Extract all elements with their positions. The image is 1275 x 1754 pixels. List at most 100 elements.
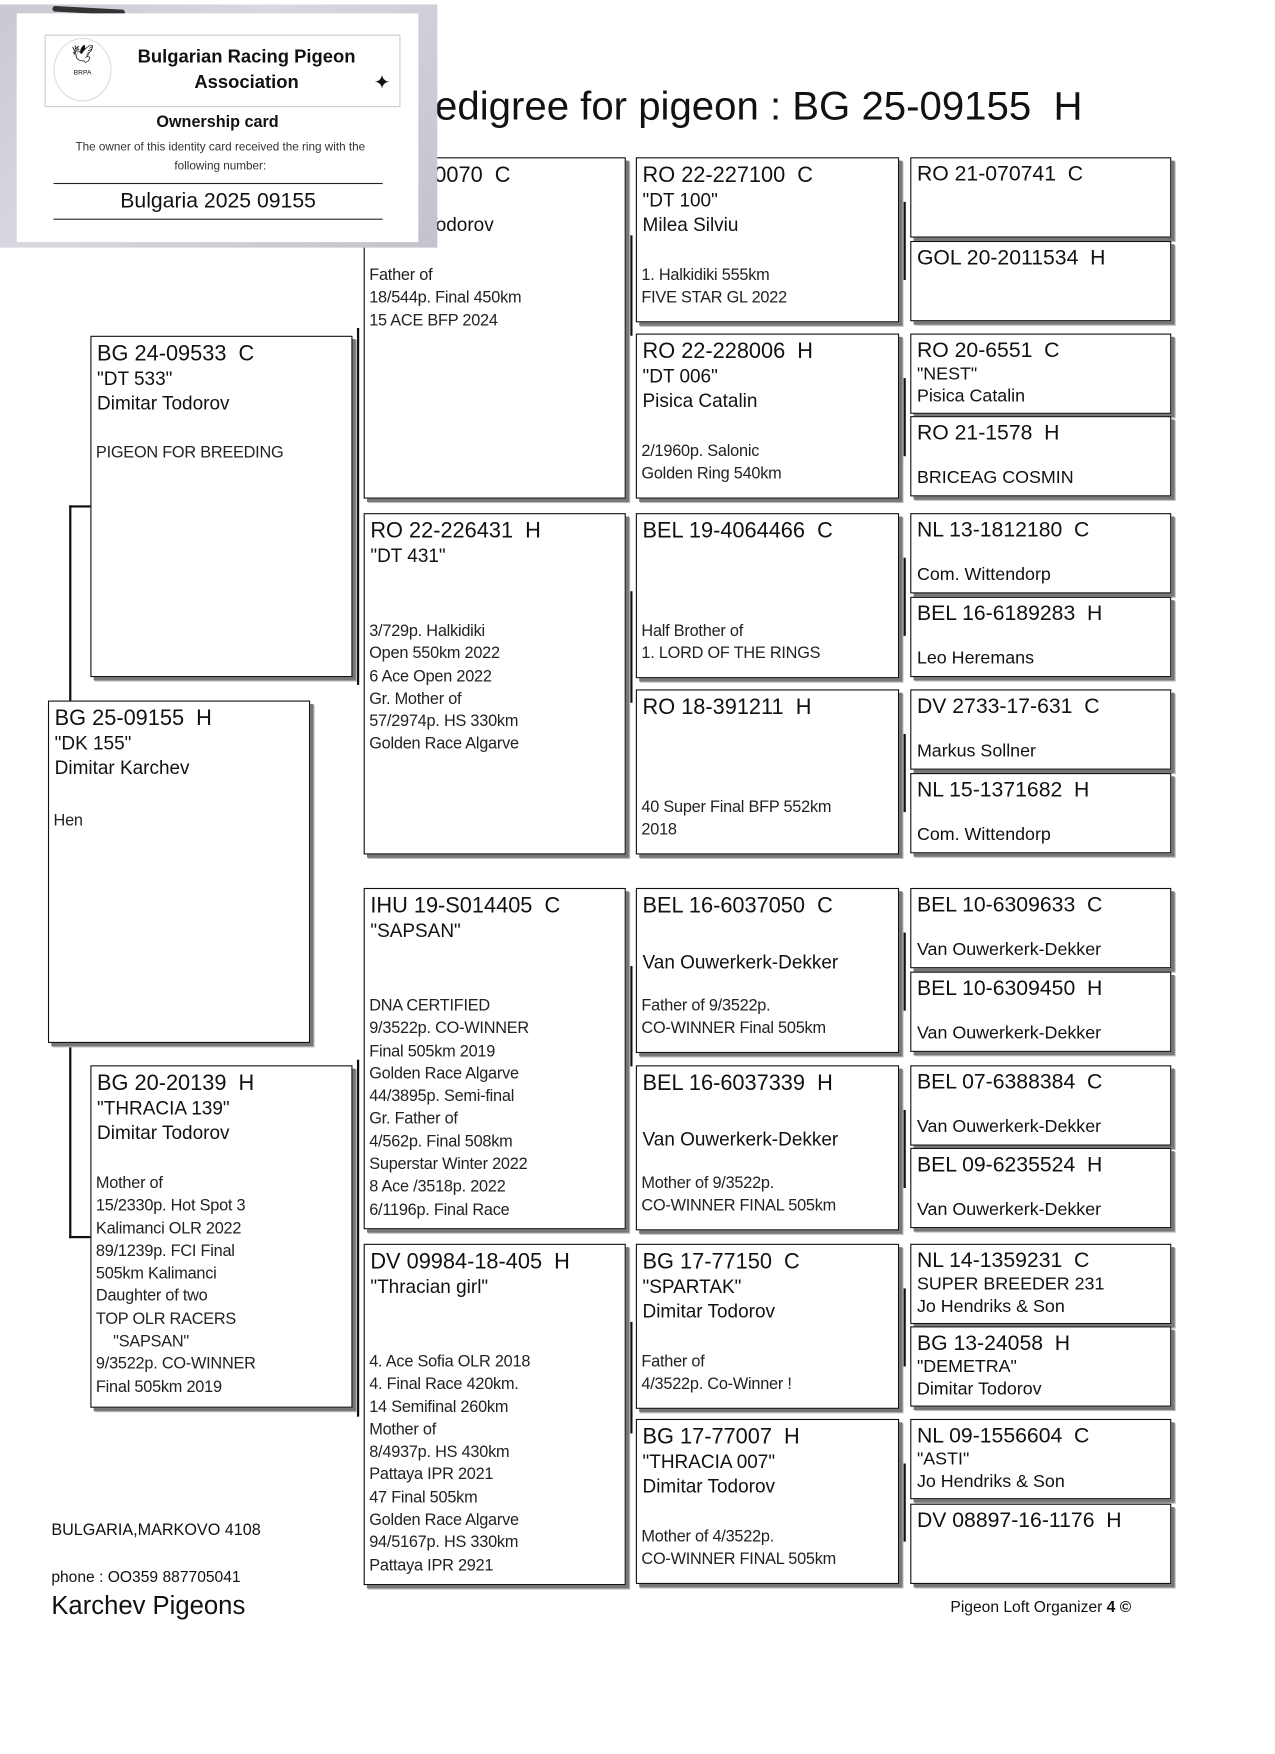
note-line: PIGEON FOR BREEDING	[95, 443, 284, 462]
note-line: 9/3522p. CO-WINNER	[369, 1019, 529, 1038]
connector-line	[903, 932, 906, 1011]
ring-number: RO 21-1578 H	[916, 421, 1060, 446]
pigeon-box-gen5: GOL 20-2011534 H	[910, 240, 1172, 322]
ring-number: DV 09984-18-405 H	[370, 1249, 570, 1274]
note-line: Golden Race Algarve	[369, 735, 519, 754]
note-line: Mother of 9/3522p.	[641, 1174, 775, 1193]
ring-number: RO 22-226431 H	[370, 518, 541, 544]
connector-line	[630, 591, 633, 703]
pigeon-box-gen4: BG 17-77007 H "THRACIA 007" Dimitar Todoro…	[635, 1418, 900, 1585]
note-line: Final 505km 2019	[95, 1378, 222, 1397]
page-title: Pedigree for pigeon : BG 25-09155 H	[408, 82, 1083, 129]
box-header: IHU 19-S014405 C "SAPSAN"	[370, 894, 621, 944]
ring-number: BG 24-09533 C	[97, 341, 255, 366]
owner-name: Van Ouwerkerk-Dekker	[916, 940, 1102, 960]
box-header: BG 20-20139 H "THRACIA 139" Dimitar Todoro…	[97, 1071, 348, 1146]
pigeon-box-gen5: DV 08897-16-1176 H	[910, 1503, 1172, 1585]
owner-name: Van Ouwerkerk-Dekker	[642, 951, 839, 973]
software-name: Pigeon Loft Organizer	[950, 1597, 1103, 1616]
connector-line	[69, 1235, 92, 1238]
owner-name: Com. Wittendorp	[916, 565, 1051, 585]
achievements: 2/1960p. Salonic Golden Ring 540km	[641, 441, 895, 486]
achievements: PIGEON FOR BREEDING	[96, 442, 349, 465]
pigeon-box-gen5: DV 2733-17-631 C Markus Sollner	[910, 689, 1172, 770]
ring-number: BG 20-20139 H	[97, 1070, 255, 1096]
note-line: 3/729p. Halkidiki	[369, 622, 485, 641]
connector-line	[903, 378, 906, 457]
box-header: BEL 10-6309450 H	[917, 977, 1167, 1002]
achievements: 4. Ace Sofia OLR 2018 4. Final Race 420km…	[369, 1351, 622, 1577]
ring-number: BEL 09-6235524 H	[916, 1153, 1103, 1177]
note-line: 1. Halkidiki 555km	[641, 266, 770, 285]
note-line: Golden Ring 540km	[641, 465, 782, 484]
note-line: FIVE STAR GL 2022	[641, 289, 787, 308]
owner-name: Van Ouwerkerk-Dekker	[642, 1128, 839, 1151]
note-line: Final 505km 2019	[369, 1042, 496, 1061]
ring-number: RO 21-070741 C	[916, 162, 1084, 187]
box-header: RO 22-227100 C "DT 100" Milea Silviu	[643, 163, 895, 238]
ring-number: NL 13-1812180 C	[916, 518, 1090, 543]
box-header: BEL 09-6235524 H	[917, 1153, 1167, 1178]
note-line: DNA CERTIFIED	[369, 997, 490, 1016]
owner-name: Dimitar Karchev	[54, 757, 190, 779]
note-line: Daughter of two	[95, 1287, 208, 1306]
note-line: 18/544p. Final 450km	[369, 289, 522, 308]
note-line: Mother of	[369, 1421, 437, 1439]
owner-name: Jo Hendriks & Son	[916, 1297, 1065, 1317]
connector-line	[69, 505, 92, 508]
organization-name: Bulgarian Racing Pigeon Association	[137, 46, 356, 93]
note-line: Gr. Mother of	[369, 690, 462, 709]
note-line: Gr. Father of	[369, 1110, 458, 1129]
connector-line	[903, 557, 906, 636]
connector-line	[903, 1288, 906, 1367]
owner-name: Van Ouwerkerk-Dekker	[916, 1200, 1102, 1220]
ring-number: BEL 10-6309450 H	[916, 977, 1103, 1001]
achievements: 1. Halkidiki 555km FIVE STAR GL 2022	[641, 264, 895, 309]
card-description: The owner of this identity card received…	[75, 140, 366, 173]
pigeon-box-gen4: RO 22-227100 C "DT 100" Milea Silviu 1. Hal…	[635, 157, 900, 323]
note-line: 14 Semifinal 260km	[369, 1398, 509, 1417]
pigeon-name: "DT 431"	[370, 545, 446, 567]
note-line: CO-WINNER Final 505km	[641, 1019, 826, 1038]
ring-number: NL 15-1371682 H	[916, 778, 1090, 803]
pigeon-box-gen3: DV 09984-18-405 H "Thracian girl" 4. Ace S…	[363, 1243, 626, 1586]
box-header: BG 13-24058 H "DEMETRA" Dimitar Todorov	[917, 1332, 1167, 1401]
owner-name: Van Ouwerkerk-Dekker	[916, 1024, 1102, 1043]
note-line: 1. LORD OF THE RINGS	[641, 645, 821, 663]
pigeon-box-gen5: BG 13-24058 H "DEMETRA" Dimitar Todorov	[910, 1326, 1172, 1407]
note-line: Pattaya IPR 2021	[369, 1466, 494, 1485]
pigeon-box-gen5: BEL 09-6235524 H Van Ouwerkerk-Dekker	[910, 1147, 1172, 1229]
ring-number: BEL 16-6037339 H	[642, 1070, 833, 1096]
connector-line	[903, 733, 906, 813]
pigeon-box-gen5: NL 14-1359231 C SUPER BREEDER 231 Jo Hendr…	[910, 1243, 1172, 1325]
pigeon-name: "THRACIA 139"	[97, 1097, 230, 1119]
loft-name: Karchev Pigeons	[51, 1590, 246, 1620]
note-line: CO-WINNER FINAL 505km	[641, 1197, 837, 1216]
connector-line	[903, 1463, 906, 1542]
pigeon-box-gen5: BEL 10-6309633 C Van Ouwerkerk-Dekker	[910, 887, 1172, 969]
achievements: Father of 4/3522p. Co-Winner !	[641, 1351, 895, 1396]
pigeon-box-subject: BG 25-09155 H "DK 155" Dimitar Karchev Hen	[47, 700, 311, 1043]
pigeon-name: SUPER BREEDER 231	[916, 1275, 1105, 1294]
achievements: DNA CERTIFIED 9/3522p. CO-WINNER Final 505…	[369, 995, 622, 1221]
box-header: BEL 19-4064466 C	[643, 519, 895, 545]
box-header: BEL 16-6189283 H	[917, 602, 1167, 627]
pigeon-name: "Thracian girl"	[370, 1276, 489, 1298]
box-header: BEL 16-6037339 H Van Ouwerkerk-Dekker	[643, 1071, 895, 1152]
pigeon-name: "DT 006"	[642, 365, 718, 388]
note-line: Golden Race Algarve	[369, 1511, 519, 1530]
owner-name: Dimitar Todorov	[642, 1475, 775, 1498]
ring-number: BEL 10-6309633 C	[916, 893, 1103, 917]
pigeon-box-gen5: RO 20-6551 C "NEST" Pisica Catalin	[910, 333, 1172, 414]
box-header: DV 09984-18-405 H "Thracian girl"	[370, 1249, 621, 1299]
note-line: 2018	[641, 821, 677, 840]
box-header: DV 08897-16-1176 H	[917, 1509, 1167, 1534]
owner-name: Pisica Catalin	[916, 387, 1026, 407]
pigeon-name: "SPARTAK"	[642, 1276, 742, 1298]
pigeon-box-gen5: NL 09-1556604 C "ASTI" Jo Hendriks & Son	[910, 1418, 1172, 1500]
connector-line	[69, 505, 71, 702]
box-header: RO 20-6551 C "NEST" Pisica Catalin	[917, 339, 1167, 408]
ring-number: DV 08897-16-1176 H	[916, 1509, 1122, 1533]
note-line: 40 Super Final BFP 552km	[641, 798, 832, 817]
note-line: TOP OLR RACERS	[95, 1310, 237, 1329]
